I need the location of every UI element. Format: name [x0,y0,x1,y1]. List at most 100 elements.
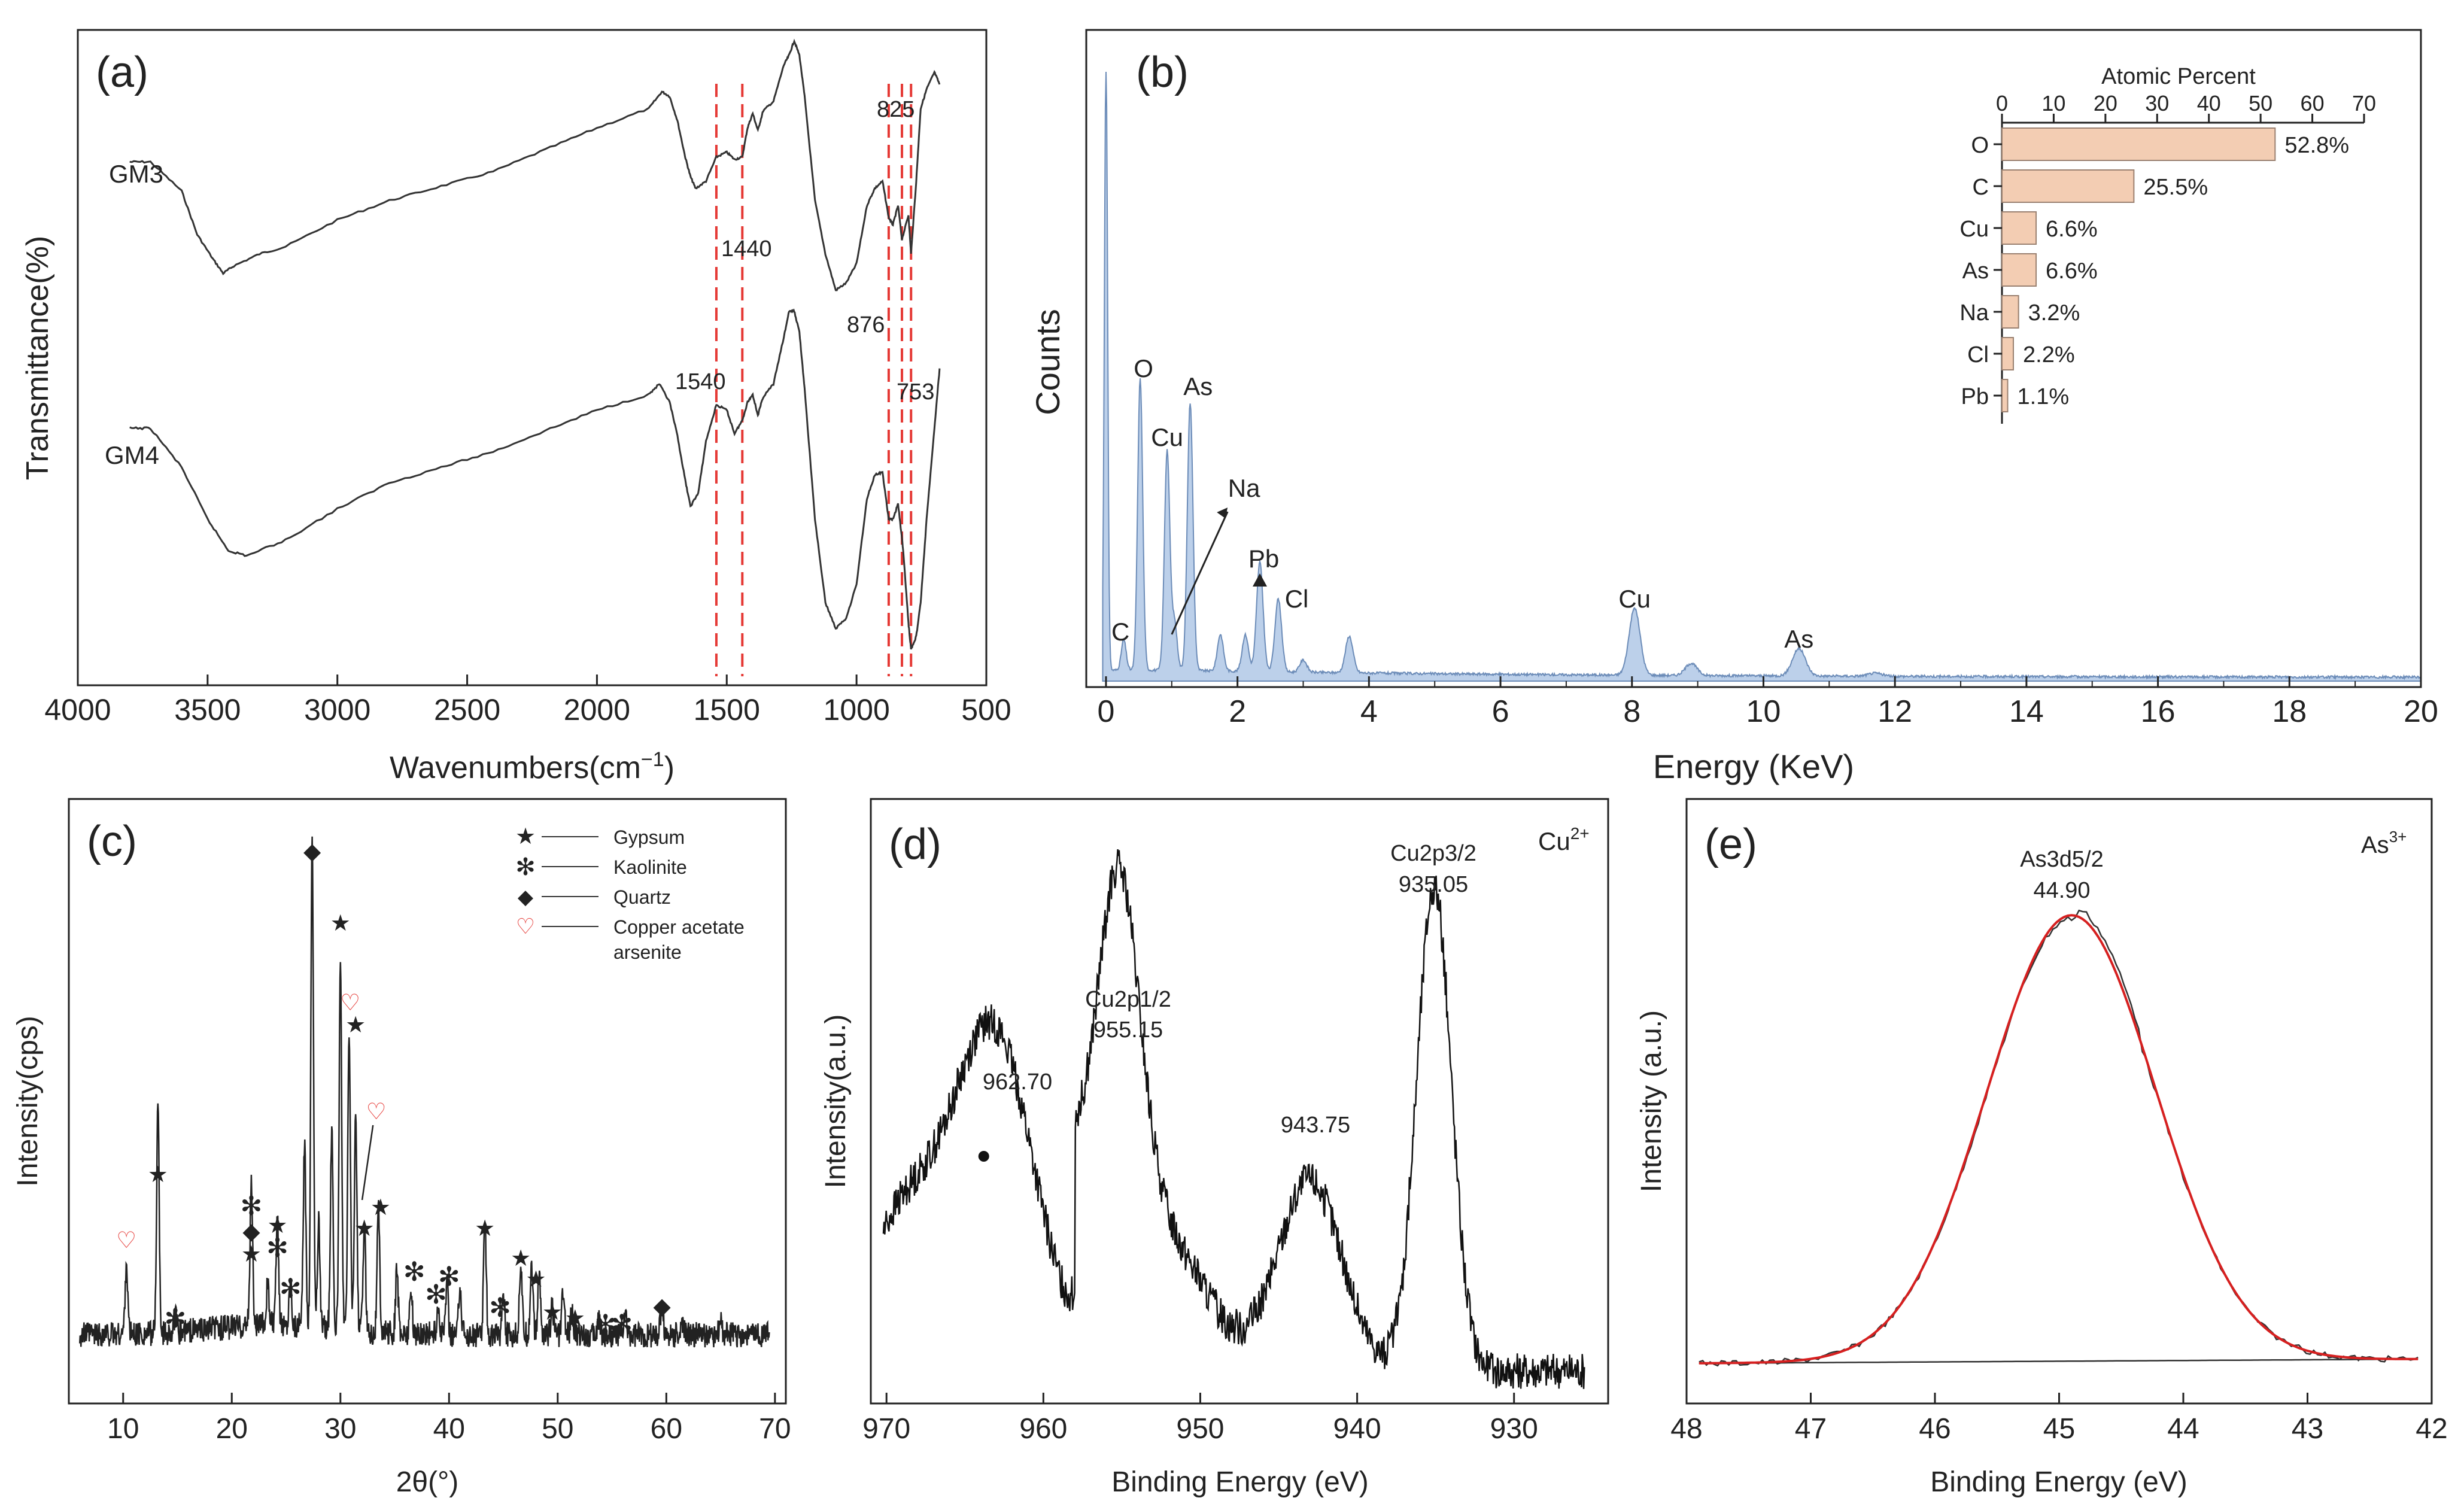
b-peak-label: Cu [1618,585,1651,613]
c-ticks-tick-label: 20 [216,1413,248,1445]
c-phase-marker: ★ [525,1267,546,1292]
b-peak-label: As [1784,625,1813,653]
b-peak-label: C [1111,618,1129,646]
b-inset-tick-label: 30 [2145,91,2169,116]
a-series-label-gm3: GM3 [109,160,163,188]
c-pattern [78,836,770,1348]
c-phase-marker: ✻ [594,1310,616,1339]
c-legend-label-kaolinite: Kaolinite [613,856,687,878]
b-inset-category: Cl [1967,342,1989,367]
d-annotation-943-75: 943.75 [1281,1113,1350,1138]
e-spectrum [1699,909,2419,1367]
c-phase-marker: ★ [241,1242,262,1267]
e-fit-curve [1699,914,2419,1365]
a-ticks-tick-label: 2000 [564,693,630,727]
d-annotation-cu2p3-2: Cu2p3/2 [1390,841,1476,866]
c-phase-marker: ✻ [241,1192,263,1221]
b-inset-title: Atomic Percent [2101,64,2256,89]
c-phase-marker: ◆ [653,1294,671,1319]
e-corner-label: As3+ [2361,828,2407,858]
c-phase-marker: ♡ [366,1099,387,1125]
d-ticks-tick-label: 940 [1333,1413,1381,1445]
b-inset-value-label: 6.6% [2046,217,2098,242]
b-peak-label: As [1183,372,1213,400]
a-ticks-tick-label: 3000 [304,693,370,727]
b-ticks-tick-label: 12 [1877,694,1912,729]
d-annotation-935-05: 935.05 [1399,872,1468,897]
b-ticks-tick-label: 10 [1746,694,1781,729]
b-inset-bar-cl [2001,337,2015,370]
panel-label-e: (e) [1705,821,1757,868]
a-series-gm4 [129,308,941,650]
b-pb-arrowhead [1253,573,1268,587]
d-ticks-tick-label: 950 [1176,1413,1224,1445]
c-ticks-tick-label: 70 [759,1413,791,1445]
b-inset-tick-label: 20 [2094,91,2117,116]
b-ticks-tick-label: 14 [2009,694,2044,729]
c-phase-marker: ✻ [164,1304,186,1333]
c-phase-marker: ◆ [242,1219,260,1244]
b-inset-category: O [1971,133,1989,158]
c-phase-marker: ✻ [279,1274,302,1304]
b-na-pointer [1171,511,1229,635]
b-ticks-tick-label: 2 [1229,694,1246,729]
c-phase-marker: ★ [354,1216,375,1241]
c-phase-marker: ♡ [116,1228,136,1253]
c-legend-symbol-gypsum: ★ [515,824,536,849]
c-phase-markers: ♡★✻✻◆★★✻✻◆★♡★♡★★✻✻✻★✻★★★ ★ ✻✻◆ [116,839,671,1339]
b-inset-category: C [1973,175,1989,200]
a-series-gm3 [129,38,941,291]
b-ticks-tick-label: 4 [1360,694,1378,729]
d-y-axis-label: Intensity(a.u.) [820,1014,852,1189]
c-legend-symbol-kaolinite: ✻ [515,854,536,880]
a-annotation-876: 876 [847,312,885,338]
c-phase-marker: ★ [267,1213,287,1238]
c-phase-marker: ◆ [303,839,321,864]
c-caa-pointer [361,1125,374,1201]
b-inset-value-label: 3.2% [2028,300,2080,326]
b-inset-bar-na [2001,295,2019,329]
c-phase-marker: ★ [345,1013,366,1038]
d-annotation-cu2p1-2: Cu2p1/2 [1085,987,1171,1012]
c-phase-marker: ★ [565,1306,585,1331]
c-pattern-line [78,836,770,1348]
c-phase-marker: ★ [475,1216,495,1241]
a-y-axis-label: Transmittance(%) [20,236,55,480]
b-inset-bar-o [2001,127,2276,161]
panel-label-c: (c) [87,818,137,865]
b-inset-tick-label: 60 [2301,91,2325,116]
a-reference-lines [715,84,913,676]
b-inset-tick-label: 0 [1996,91,2008,116]
panel-e: 48 47 46 45 44 43 42 (e) As3+ As3d5/2 44.90 Bi… [1636,798,2448,1498]
b-na-arrowhead [1217,508,1228,518]
c-legend-symbol-copper-acetate-arsenite: ♡ [516,914,535,938]
c-y-axis-label: Intensity(cps) [12,1016,44,1186]
a-annotation-1540: 1540 [675,369,726,394]
d-spectrum-line [882,849,1585,1389]
a-series-label-gm4: GM4 [105,441,159,469]
b-inset-value-label: 6.6% [2046,259,2098,284]
c-phase-marker: ★ [511,1246,531,1271]
a-annotation-753: 753 [897,379,934,405]
d-ticks-tick-label: 930 [1490,1413,1538,1445]
d-x-ticks: 970 960 950 940 930 [862,1393,1538,1445]
b-ticks-tick-label: 8 [1623,694,1640,729]
c-x-ticks: 10 20 30 40 50 60 70 [107,1393,791,1445]
b-peak-label: Na [1228,474,1260,502]
b-peak-label: Pb [1248,545,1279,573]
e-ticks-tick-label: 48 [1670,1413,1702,1445]
d-annotation-962-70: 962.70 [983,1070,1052,1095]
b-spectrum-area [1102,71,2422,682]
b-inset-value-label: 52.8% [2284,133,2349,158]
b-inset-value-label: 25.5% [2143,175,2208,200]
c-legend: ★ Gypsum ✻ Kaolinite ◆ Quartz ♡ Copper a… [515,824,745,963]
d-corner-label: Cu2+ [1538,824,1590,855]
a-x-ticks: 4000 3500 3000 2500 2000 1500 1000 500 [44,675,1011,727]
b-inset-category: Cu [1959,217,1989,242]
panel-label-b: (b) [1136,48,1189,96]
e-ticks-tick-label: 44 [2167,1413,2199,1445]
d-spectrum [882,849,1585,1389]
a-ticks-tick-label: 2500 [434,693,500,727]
